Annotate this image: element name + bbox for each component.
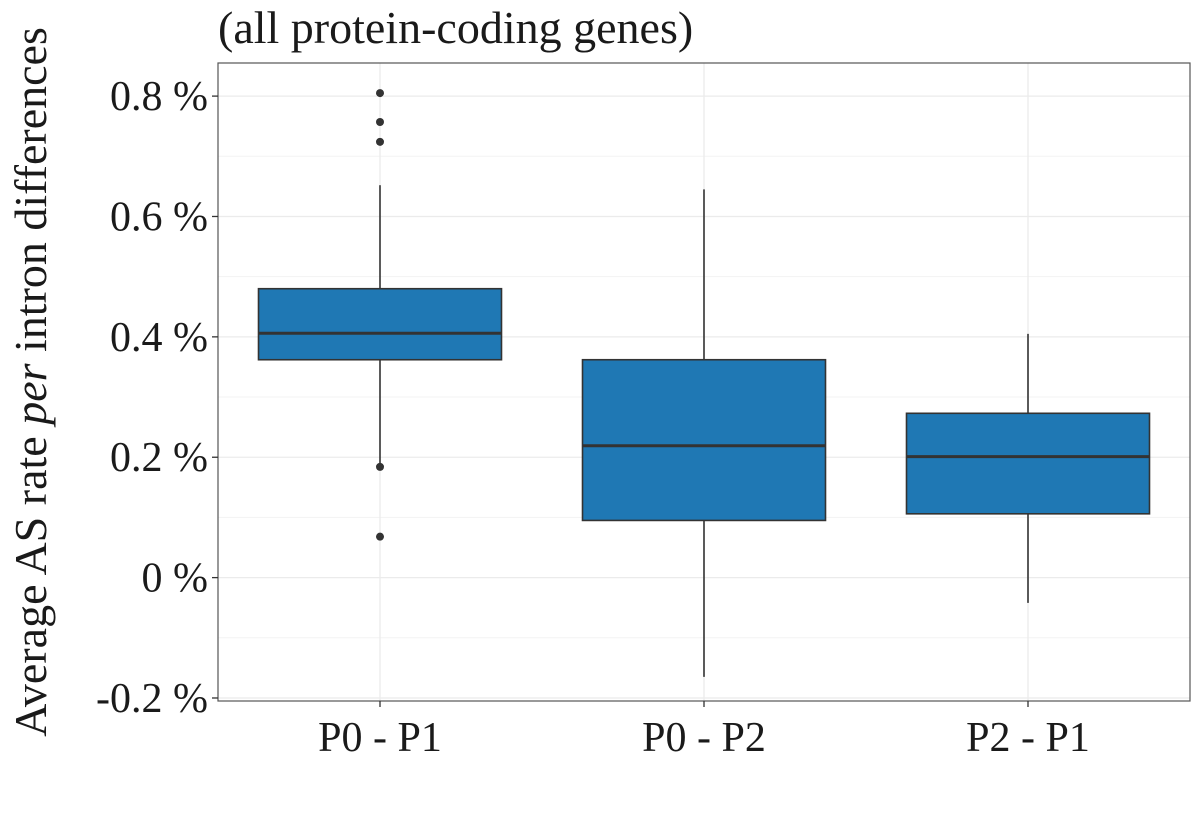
y-tick-label: 0 % [142, 556, 209, 602]
y-axis: -0.2 % 0 % 0.2 % 0.4 % 0.6 % 0.8 % [96, 74, 218, 722]
y-tick-label: 0.2 % [110, 435, 208, 481]
outlier-point [376, 117, 384, 126]
box-p2-p1 [905, 333, 1151, 603]
x-axis: P0 - P1 P0 - P2 P2 - P1 [318, 701, 1090, 761]
y-axis-label-italic: per [5, 362, 56, 427]
y-axis-label-start: Average AS rate [5, 425, 56, 737]
y-axis-label-end: intron differences [5, 27, 56, 363]
chart-title: (all protein-coding genes) [218, 2, 693, 53]
box-iqr [257, 287, 503, 361]
outlier-point [376, 137, 384, 146]
outlier-point [376, 462, 384, 471]
box-series [257, 89, 1151, 677]
box-p0-p1 [257, 89, 503, 541]
box-iqr [905, 412, 1151, 515]
box-iqr [581, 358, 827, 522]
outlier-point [376, 89, 384, 98]
x-tick-label: P2 - P1 [966, 715, 1090, 761]
y-tick-label: -0.2 % [96, 676, 208, 722]
x-tick-label: P0 - P2 [642, 715, 766, 761]
x-tick-label: P0 - P1 [318, 715, 442, 761]
box-p0-p2 [581, 189, 827, 677]
outlier-point [376, 532, 384, 541]
y-tick-label: 0.8 % [110, 74, 208, 120]
y-tick-label: 0.6 % [110, 194, 208, 240]
y-tick-label: 0.4 % [110, 315, 208, 361]
y-axis-label: Average AS rate per intron differences [5, 27, 56, 737]
